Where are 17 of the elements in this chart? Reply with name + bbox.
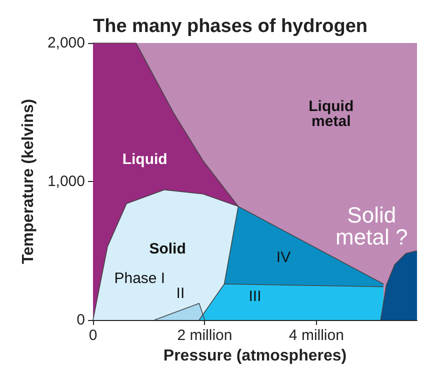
y-tick-label: 2,000 bbox=[47, 34, 85, 52]
annotation: II bbox=[176, 284, 185, 302]
x-tick-label: 4 million bbox=[288, 327, 344, 344]
annotation: IV bbox=[276, 249, 291, 266]
annotation: Solid bbox=[149, 240, 186, 258]
annotation: Phase I bbox=[114, 270, 166, 287]
annotation: Solid metal ? bbox=[336, 202, 408, 250]
annotation: Liquid metal bbox=[308, 98, 354, 130]
y-tick-label: 0 bbox=[76, 312, 85, 328]
annotation: III bbox=[248, 288, 262, 305]
x-tick-label: 2 million bbox=[177, 327, 232, 344]
x-axis-title: Pressure (atmospheres) bbox=[163, 348, 347, 364]
y-tick-label: 1,000 bbox=[47, 173, 85, 190]
x-tick-label: 0 bbox=[88, 327, 98, 344]
annotation: Liquid bbox=[122, 150, 168, 168]
chart-title: The many phases of hydrogen bbox=[93, 16, 368, 37]
y-axis-title: Temperature (kelvins) bbox=[20, 98, 38, 264]
